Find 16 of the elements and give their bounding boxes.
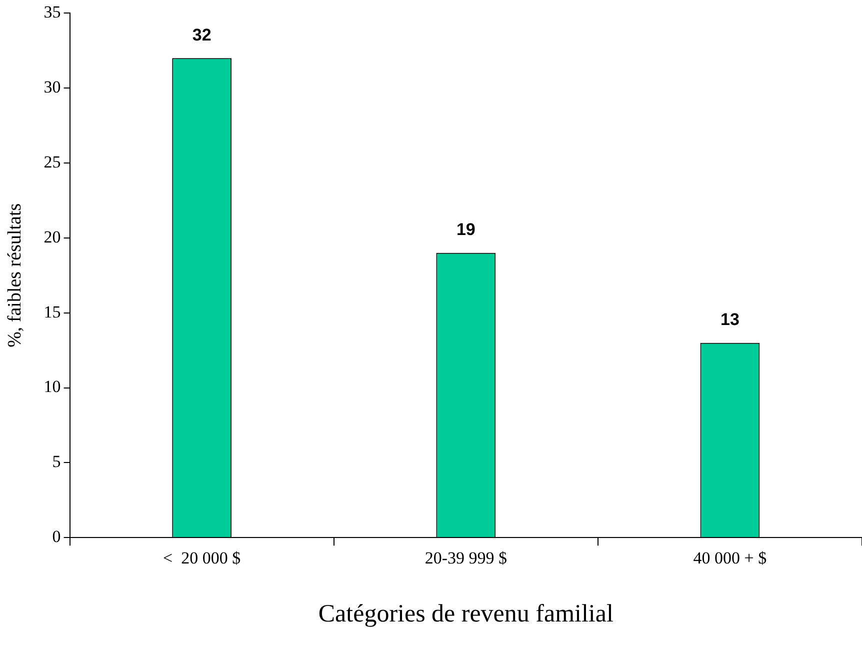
data-label: 19	[456, 220, 476, 240]
y-tick-label: 5	[52, 452, 61, 472]
x-tick-label: 20-39 999 $	[424, 548, 507, 568]
y-tick-label: 0	[52, 527, 61, 546]
y-tick-label: 30	[44, 78, 61, 97]
y-tick-label: 15	[44, 302, 61, 322]
y-tick-label: 20	[44, 227, 61, 246]
y-tick-label: 25	[44, 152, 61, 172]
data-label: 32	[192, 25, 212, 44]
x-tick-label: < 20 000 $	[163, 548, 241, 568]
y-axis-title: %, faibles résultats	[4, 203, 26, 348]
x-tick-label: 40 000 + $	[693, 548, 767, 568]
y-tick-label: 10	[44, 377, 61, 396]
y-tick-label: 35	[44, 2, 61, 22]
x-axis-title: Catégories de revenu familial	[318, 600, 614, 628]
data-label: 13	[720, 310, 740, 330]
